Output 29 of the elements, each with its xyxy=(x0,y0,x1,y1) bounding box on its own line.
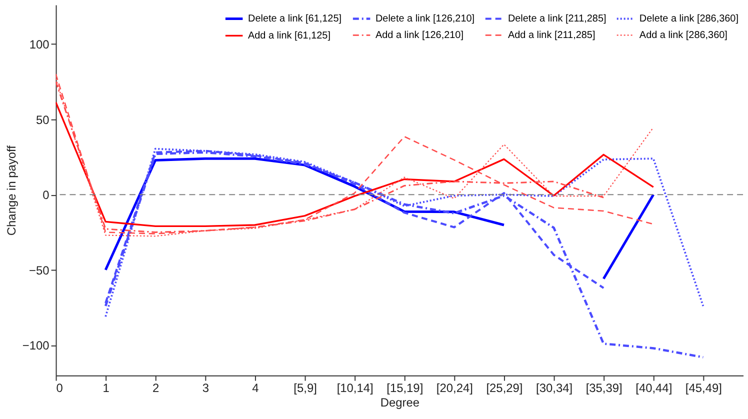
x-tick-label: [45,49] xyxy=(685,380,722,395)
x-tick-label: [20,24] xyxy=(436,380,473,395)
x-tick-label: 4 xyxy=(252,380,260,395)
x-tick-label: 2 xyxy=(152,380,160,395)
y-tick-label: 0 xyxy=(42,188,50,202)
y-tick-label: −100 xyxy=(22,338,50,353)
legend-label: Delete a link [286,360] xyxy=(639,14,739,25)
x-axis-title: Degree xyxy=(380,396,420,410)
y-tick-label: 100 xyxy=(29,37,50,52)
legend-label: Add a link [61,125] xyxy=(248,30,331,42)
x-tick-label: [5,9] xyxy=(294,380,317,395)
legend-label: Add a link [211,285] xyxy=(508,30,596,42)
x-tick-label: [40,44] xyxy=(636,380,672,395)
y-axis-title: Change in payoff xyxy=(4,144,18,236)
legend-label: Delete a link [61,125] xyxy=(248,14,342,25)
y-tick-label: 50 xyxy=(36,112,50,127)
x-tick-label: [10,14] xyxy=(336,380,374,395)
legend-label: Delete a link [126,210] xyxy=(375,14,475,25)
x-tick-label: [30,34] xyxy=(536,380,573,395)
x-tick-label: [25,29] xyxy=(486,380,523,395)
x-tick-label: [35,39] xyxy=(586,380,622,395)
x-tick-label: 1 xyxy=(102,380,110,395)
x-tick-label: [15,19] xyxy=(386,380,424,395)
x-tick-label: 0 xyxy=(56,380,64,395)
x-tick-label: 3 xyxy=(202,380,210,395)
y-tick-label: −50 xyxy=(29,263,50,278)
legend-label: Delete a link [211,285] xyxy=(508,14,607,25)
legend-label: Add a link [286,360] xyxy=(639,30,728,42)
legend-label: Add a link [126,210] xyxy=(375,30,464,42)
